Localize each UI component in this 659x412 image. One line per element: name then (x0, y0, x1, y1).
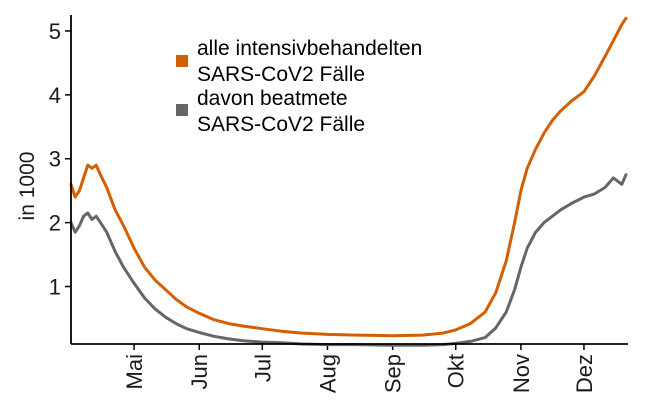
y-axis-title: in 1000 (16, 152, 39, 221)
legend-label-ventilated: davon beatmete SARS-CoV2 Fälle (197, 87, 365, 136)
y-tick-label: 1 (49, 275, 61, 300)
x-tick-label: Okt (444, 354, 469, 388)
x-axis-ticks: Mai Jun Jul Aug Sep Okt Nov Dez (122, 344, 597, 393)
series-line-ventilated (69, 173, 628, 347)
legend-label-icu: alle intensivbehandelten SARS-CoV2 Fälle (197, 37, 428, 86)
legend-label-ventilated-line2: SARS-CoV2 Fälle (197, 113, 365, 136)
x-tick-label: Aug (315, 354, 340, 393)
y-tick-label: 5 (49, 19, 61, 44)
legend-label-icu-line1: alle intensivbehandelten (197, 37, 422, 60)
legend-label-ventilated-line1: davon beatmete (197, 87, 348, 110)
x-tick-label: Jun (187, 354, 212, 389)
x-tick-label: Mai (122, 354, 147, 389)
legend: alle intensivbehandelten SARS-CoV2 Fälle… (176, 37, 428, 136)
y-tick-label: 3 (49, 147, 61, 172)
x-tick-label: Nov (509, 354, 534, 393)
y-axis-ticks: 1 2 3 4 5 (49, 19, 71, 300)
x-tick-label: Sep (381, 354, 406, 393)
series-line-icu (69, 16, 628, 338)
x-tick-label: Dez (572, 354, 597, 393)
y-tick-label: 2 (49, 211, 61, 236)
legend-swatch-icu (176, 55, 188, 67)
legend-label-icu-line2: SARS-CoV2 Fälle (197, 63, 365, 86)
x-tick-label: Jul (250, 354, 275, 382)
y-tick-label: 4 (49, 83, 61, 108)
legend-swatch-ventilated (176, 104, 188, 116)
